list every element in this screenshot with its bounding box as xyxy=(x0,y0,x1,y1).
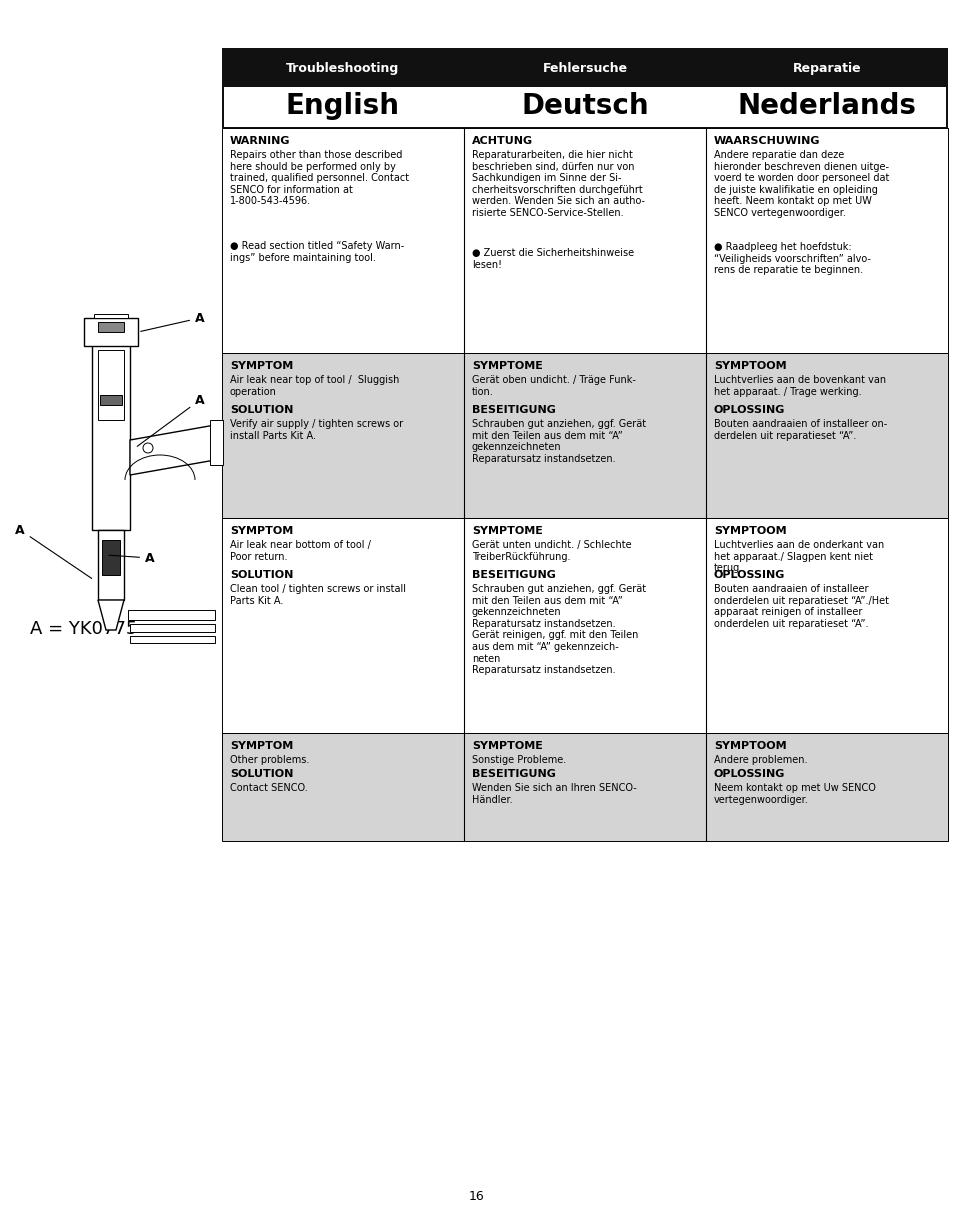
Bar xyxy=(222,353,947,518)
Text: SYMPTOOM: SYMPTOOM xyxy=(713,741,786,751)
Text: SOLUTION: SOLUTION xyxy=(230,769,294,779)
Text: Other problems.: Other problems. xyxy=(230,755,309,764)
Bar xyxy=(222,733,947,840)
Text: OPLOSSING: OPLOSSING xyxy=(713,769,784,779)
Polygon shape xyxy=(130,636,214,643)
Bar xyxy=(224,87,945,128)
Text: SOLUTION: SOLUTION xyxy=(230,405,294,415)
Text: OPLOSSING: OPLOSSING xyxy=(713,571,784,580)
Text: SYMPTOME: SYMPTOME xyxy=(472,741,542,751)
Text: English: English xyxy=(286,92,399,120)
Polygon shape xyxy=(130,425,214,475)
Text: Nederlands: Nederlands xyxy=(737,92,916,120)
Text: Troubleshooting: Troubleshooting xyxy=(286,63,399,75)
Polygon shape xyxy=(98,600,124,629)
Text: Air leak near top of tool /  Sluggish
operation: Air leak near top of tool / Sluggish ope… xyxy=(230,375,399,396)
Text: A: A xyxy=(109,551,154,564)
Text: Bouten aandraaien of installeer on-
derdelen uit reparatieset “A”.: Bouten aandraaien of installeer on- derd… xyxy=(713,418,886,440)
Text: Reparaturarbeiten, die hier nicht
beschrieben sind, dürfen nur von
Sachkundigen : Reparaturarbeiten, die hier nicht beschr… xyxy=(472,150,644,218)
Bar xyxy=(222,518,947,733)
Text: Gerät unten undicht. / Schlechte
TreiberRückführung.: Gerät unten undicht. / Schlechte Treiber… xyxy=(472,540,631,562)
Text: SOLUTION: SOLUTION xyxy=(230,571,294,580)
Text: Contact SENCO.: Contact SENCO. xyxy=(230,783,308,793)
Text: Verify air supply / tighten screws or
install Parts Kit A.: Verify air supply / tighten screws or in… xyxy=(230,418,403,440)
Text: SYMPTOME: SYMPTOME xyxy=(472,526,542,536)
Text: Air leak near bottom of tool /
Poor return.: Air leak near bottom of tool / Poor retu… xyxy=(230,540,371,562)
Polygon shape xyxy=(100,395,122,405)
Text: WAARSCHUWING: WAARSCHUWING xyxy=(713,136,820,146)
Polygon shape xyxy=(94,314,128,318)
Text: BESEITIGUNG: BESEITIGUNG xyxy=(472,405,556,415)
Text: Deutsch: Deutsch xyxy=(520,92,648,120)
Text: SYMPTOME: SYMPTOME xyxy=(472,361,542,371)
Text: Bouten aandraaien of installeer
onderdelen uit reparatieset “A”./Het
apparaat re: Bouten aandraaien of installeer onderdel… xyxy=(713,584,888,628)
Text: Sonstige Probleme.: Sonstige Probleme. xyxy=(472,755,566,764)
Text: OPLOSSING: OPLOSSING xyxy=(713,405,784,415)
Text: ● Raadpleeg het hoefdstuk:
“Veiligheids voorschriften” alvo-
rens de reparatie t: ● Raadpleeg het hoefdstuk: “Veiligheids … xyxy=(713,242,870,275)
Text: Gerät oben undicht. / Träge Funk-
tion.: Gerät oben undicht. / Träge Funk- tion. xyxy=(472,375,636,396)
Text: A: A xyxy=(15,524,91,578)
Circle shape xyxy=(143,443,152,453)
Polygon shape xyxy=(98,321,124,333)
Bar xyxy=(222,48,947,128)
Polygon shape xyxy=(98,350,124,420)
Text: WARNING: WARNING xyxy=(230,136,291,146)
Bar xyxy=(222,733,947,840)
Bar xyxy=(222,128,947,353)
Text: ACHTUNG: ACHTUNG xyxy=(472,136,533,146)
Text: Neem kontakt op met Uw SENCO
vertegenwoordiger.: Neem kontakt op met Uw SENCO vertegenwoo… xyxy=(713,783,875,805)
Text: A: A xyxy=(137,394,204,447)
Bar xyxy=(222,518,947,733)
Text: Fehlersuche: Fehlersuche xyxy=(542,63,627,75)
Bar xyxy=(222,128,947,353)
Text: Schrauben gut anziehen, ggf. Gerät
mit den Teilen aus dem mit “A”
gekennzeichnet: Schrauben gut anziehen, ggf. Gerät mit d… xyxy=(472,418,645,464)
Text: Luchtverlies aan de onderkant van
het apparaat./ Slagpen kent niet
terug.: Luchtverlies aan de onderkant van het ap… xyxy=(713,540,883,573)
Polygon shape xyxy=(130,625,214,632)
Text: Andere reparatie dan deze
hieronder beschreven dienen uitge-
voerd te worden doo: Andere reparatie dan deze hieronder besc… xyxy=(713,150,888,218)
Polygon shape xyxy=(91,340,130,530)
Text: Luchtverlies aan de bovenkant van
het apparaat. / Trage werking.: Luchtverlies aan de bovenkant van het ap… xyxy=(713,375,885,396)
Text: 16: 16 xyxy=(469,1190,484,1202)
Text: Reparatie: Reparatie xyxy=(792,63,861,75)
Text: Repairs other than those described
here should be performed only by
trained, qua: Repairs other than those described here … xyxy=(230,150,409,206)
Text: SYMPTOM: SYMPTOM xyxy=(230,741,293,751)
Text: SYMPTOM: SYMPTOM xyxy=(230,526,293,536)
Polygon shape xyxy=(128,610,214,620)
Text: SYMPTOOM: SYMPTOOM xyxy=(713,361,786,371)
Polygon shape xyxy=(98,530,124,600)
Text: BESEITIGUNG: BESEITIGUNG xyxy=(472,571,556,580)
Text: SYMPTOOM: SYMPTOOM xyxy=(713,526,786,536)
Text: Andere problemen.: Andere problemen. xyxy=(713,755,806,764)
Text: Clean tool / tighten screws or install
Parts Kit A.: Clean tool / tighten screws or install P… xyxy=(230,584,406,606)
Text: A: A xyxy=(140,312,204,331)
Polygon shape xyxy=(210,420,223,465)
Text: ● Read section titled “Safety Warn-
ings” before maintaining tool.: ● Read section titled “Safety Warn- ings… xyxy=(230,240,404,263)
Text: Wenden Sie sich an Ihren SENCO-
Händler.: Wenden Sie sich an Ihren SENCO- Händler. xyxy=(472,783,636,805)
Text: BESEITIGUNG: BESEITIGUNG xyxy=(472,769,556,779)
Polygon shape xyxy=(84,318,138,346)
Text: SYMPTOM: SYMPTOM xyxy=(230,361,293,371)
Text: Schrauben gut anziehen, ggf. Gerät
mit den Teilen aus dem mit “A”
gekennzeichnet: Schrauben gut anziehen, ggf. Gerät mit d… xyxy=(472,584,645,675)
Polygon shape xyxy=(102,540,120,575)
Text: ● Zuerst die Sicherheitshinweise
lesen!: ● Zuerst die Sicherheitshinweise lesen! xyxy=(472,248,634,270)
Bar xyxy=(222,353,947,518)
Text: A = YK0775: A = YK0775 xyxy=(30,620,137,638)
